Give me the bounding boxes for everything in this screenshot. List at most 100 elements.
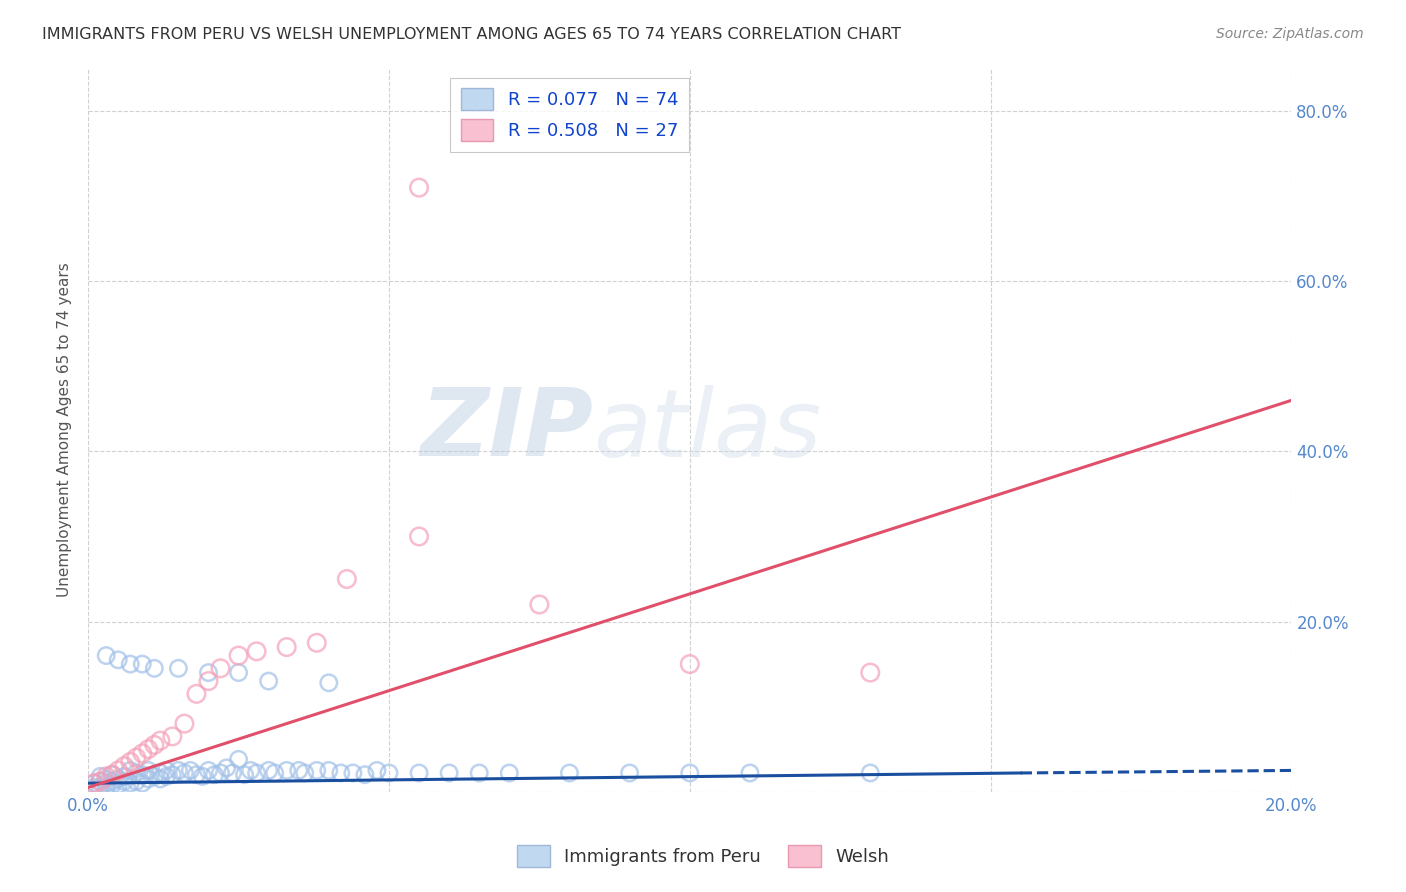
- Point: [107, 778, 129, 792]
- Point: [120, 776, 142, 790]
- Point: [112, 759, 135, 773]
- Point: [305, 764, 328, 778]
- Point: [318, 675, 340, 690]
- Point: [239, 764, 262, 778]
- Point: [186, 687, 208, 701]
- Point: [305, 636, 328, 650]
- Point: [112, 769, 135, 783]
- Point: [408, 766, 430, 780]
- Point: [619, 766, 641, 780]
- Point: [276, 764, 298, 778]
- Point: [287, 764, 309, 778]
- Point: [859, 766, 882, 780]
- Point: [89, 774, 111, 789]
- Point: [366, 764, 388, 778]
- Point: [131, 657, 153, 671]
- Point: [167, 764, 190, 778]
- Point: [246, 766, 269, 780]
- Point: [318, 764, 340, 778]
- Point: [125, 766, 148, 780]
- Point: [120, 657, 142, 671]
- Point: [204, 767, 226, 781]
- Point: [89, 774, 111, 789]
- Point: [468, 766, 491, 780]
- Point: [191, 769, 214, 783]
- Point: [197, 674, 219, 689]
- Point: [131, 747, 153, 761]
- Point: [221, 766, 243, 780]
- Point: [101, 778, 124, 792]
- Point: [679, 657, 702, 671]
- Point: [101, 774, 124, 789]
- Point: [107, 653, 129, 667]
- Point: [96, 648, 118, 663]
- Point: [120, 755, 142, 769]
- Point: [131, 776, 153, 790]
- Point: [89, 780, 111, 795]
- Point: [149, 772, 172, 786]
- Point: [89, 769, 111, 783]
- Point: [83, 776, 105, 790]
- Point: [294, 766, 316, 780]
- Point: [136, 764, 159, 778]
- Point: [228, 752, 250, 766]
- Point: [186, 767, 208, 781]
- Point: [209, 766, 232, 780]
- Point: [257, 764, 280, 778]
- Y-axis label: Unemployment Among Ages 65 to 74 years: Unemployment Among Ages 65 to 74 years: [58, 263, 72, 598]
- Point: [233, 767, 256, 781]
- Point: [197, 764, 219, 778]
- Point: [246, 644, 269, 658]
- Point: [101, 767, 124, 781]
- Point: [408, 529, 430, 543]
- Legend: Immigrants from Peru, Welsh: Immigrants from Peru, Welsh: [510, 838, 896, 874]
- Point: [101, 767, 124, 781]
- Point: [143, 661, 166, 675]
- Point: [859, 665, 882, 680]
- Point: [155, 769, 177, 783]
- Point: [437, 766, 460, 780]
- Point: [173, 766, 195, 780]
- Point: [167, 661, 190, 675]
- Point: [263, 766, 285, 780]
- Text: ZIP: ZIP: [420, 384, 593, 476]
- Point: [257, 674, 280, 689]
- Text: IMMIGRANTS FROM PERU VS WELSH UNEMPLOYMENT AMONG AGES 65 TO 74 YEARS CORRELATION: IMMIGRANTS FROM PERU VS WELSH UNEMPLOYME…: [42, 27, 901, 42]
- Point: [228, 665, 250, 680]
- Legend: R = 0.077   N = 74, R = 0.508   N = 27: R = 0.077 N = 74, R = 0.508 N = 27: [450, 78, 689, 153]
- Point: [96, 772, 118, 786]
- Point: [143, 738, 166, 752]
- Point: [228, 648, 250, 663]
- Point: [96, 776, 118, 790]
- Point: [378, 766, 401, 780]
- Point: [276, 640, 298, 654]
- Point: [131, 767, 153, 781]
- Point: [209, 661, 232, 675]
- Point: [529, 598, 551, 612]
- Point: [408, 180, 430, 194]
- Point: [136, 772, 159, 786]
- Point: [155, 764, 177, 778]
- Point: [120, 764, 142, 778]
- Point: [96, 780, 118, 795]
- Point: [498, 766, 520, 780]
- Point: [143, 769, 166, 783]
- Point: [162, 767, 184, 781]
- Point: [179, 764, 201, 778]
- Point: [197, 665, 219, 680]
- Text: atlas: atlas: [593, 384, 821, 475]
- Point: [96, 769, 118, 783]
- Point: [107, 764, 129, 778]
- Point: [125, 750, 148, 764]
- Point: [162, 730, 184, 744]
- Point: [107, 772, 129, 786]
- Point: [149, 733, 172, 747]
- Point: [336, 572, 359, 586]
- Point: [173, 716, 195, 731]
- Point: [136, 742, 159, 756]
- Point: [149, 766, 172, 780]
- Point: [329, 766, 352, 780]
- Point: [558, 766, 581, 780]
- Point: [342, 766, 364, 780]
- Point: [125, 774, 148, 789]
